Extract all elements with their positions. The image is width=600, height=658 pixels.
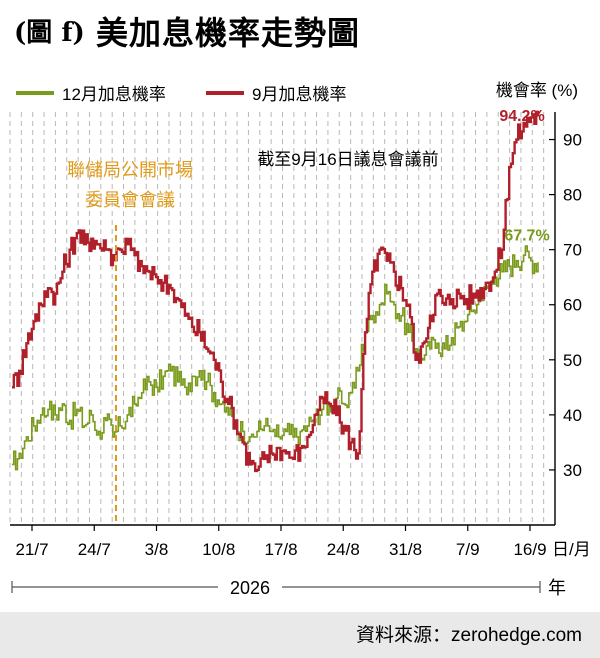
y-axis-label: 機會率 (%): [495, 81, 578, 100]
fomc-annotation: 聯儲局公開市場: [67, 160, 193, 180]
end-value-label-dec: 67.7%: [504, 227, 549, 244]
source-text: 資料來源：zerohedge.com: [356, 625, 582, 646]
year-label-bg: [218, 575, 282, 599]
footer: [0, 612, 600, 658]
legend-item-dec: 12月加息機率: [16, 80, 166, 105]
legend-item-sep: 9月加息機率: [206, 80, 346, 105]
y-tick-label: 80: [563, 186, 582, 205]
legend-label-dec: 12月加息機率: [62, 85, 166, 104]
figure-label: (圖 f): [14, 18, 85, 48]
chart-svg: 30 40 50 60 70 80 90 21/7 24/7 3/8 10/8 17/8 24/8 31…: [9, 108, 591, 599]
series-line: [12, 245, 539, 471]
legend-label-sep: 9月加息機率: [252, 85, 347, 104]
end-value-label-sep: 94.2%: [499, 108, 544, 125]
x-tick-label: 10/8: [202, 540, 235, 559]
series-line: [12, 110, 540, 473]
chart-title: 美加息機率走勢圖: [96, 14, 361, 52]
legend-swatch-dec: [16, 90, 54, 95]
x-unit-label: 日/月: [552, 540, 591, 559]
y-tick-label: 50: [563, 351, 582, 370]
y-tick-label: 60: [563, 296, 582, 315]
x-tick-label: 24/7: [78, 540, 111, 559]
y-tick-label: 40: [563, 406, 582, 425]
x-tick-label: 3/8: [145, 540, 169, 559]
legend-swatch-sep: [206, 90, 244, 95]
year-unit-label: 年: [548, 578, 566, 598]
x-tick-label: 31/8: [389, 540, 422, 559]
y-tick-label: 70: [563, 241, 582, 260]
x-tick-label: 17/8: [264, 540, 297, 559]
x-tick-label: 16/9: [513, 540, 546, 559]
title-bar: (圖 f) 美加息機率走勢圖: [0, 0, 600, 70]
fomc-annotation: 委員會會議: [85, 190, 175, 210]
y-tick-label: 30: [563, 461, 582, 480]
year-label: 2026: [230, 578, 270, 598]
x-tick-label: 7/9: [456, 540, 480, 559]
x-tick-label: 21/7: [15, 540, 48, 559]
cutoff-annotation: 截至9月16日議息會議前: [257, 150, 438, 169]
y-tick-label: 90: [563, 131, 582, 150]
x-tick-label: 24/8: [327, 540, 360, 559]
